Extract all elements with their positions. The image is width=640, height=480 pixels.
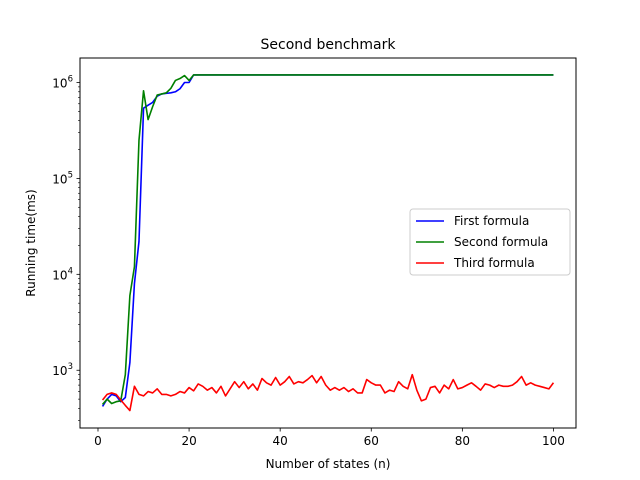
plot-frame <box>79 57 577 429</box>
x-tick-label: 20 <box>181 434 196 448</box>
x-tick-label: 80 <box>455 434 470 448</box>
x-tick-label: 60 <box>364 434 379 448</box>
x-tick-label: 40 <box>273 434 288 448</box>
legend: First formula Second formula Third formula <box>409 208 571 276</box>
x-tick-label: 100 <box>542 434 565 448</box>
y-tick-label: 106 <box>52 74 73 90</box>
y-tick-label: 105 <box>52 170 73 186</box>
legend-entry: Third formula <box>453 256 535 270</box>
y-axis-ticks: 103 104 105 106 <box>52 74 80 421</box>
y-tick-label: 104 <box>52 266 73 282</box>
legend-frame <box>409 208 571 276</box>
legend-entry: Second formula <box>454 235 548 249</box>
series-layer <box>101 74 555 412</box>
x-tick-label: 0 <box>94 434 102 448</box>
y-axis-label: Running time(ms) <box>24 189 38 296</box>
series-line <box>101 74 554 405</box>
series-line <box>101 373 555 412</box>
chart-title: Second benchmark <box>261 37 397 53</box>
y-tick-label: 103 <box>52 362 73 378</box>
legend-entry: First formula <box>454 214 529 228</box>
x-axis-ticks: 0 20 40 60 80 100 <box>94 428 565 448</box>
x-axis-label: Number of states (n) <box>266 457 391 471</box>
